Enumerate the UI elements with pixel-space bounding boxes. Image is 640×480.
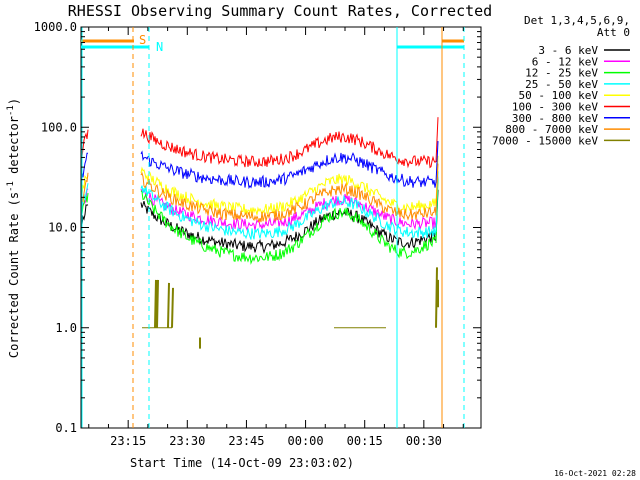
series-300-800-kev [81,141,439,190]
x-tick-label: 00:30 [406,434,442,448]
legend-label: 25 - 50 keV [525,78,598,91]
flag-label-s: S [139,33,146,47]
series-7000-15000-kev [142,267,439,349]
y-tick-label: 0.1 [55,421,77,435]
series-edge-left [81,152,88,178]
legend-label: 6 - 12 keV [532,55,599,68]
chart-title: RHESSI Observing Summary Count Rates, Co… [68,2,492,20]
chart-marks [81,117,439,349]
x-tick-label: 23:15 [110,434,146,448]
series-trace [140,190,437,265]
y-axis-label-sup1: -1 [6,181,16,192]
series-trace [140,171,437,223]
legend-label: 300 - 800 keV [512,112,598,125]
series-trace [140,150,437,190]
legend-label: 50 - 100 keV [519,89,599,102]
y-axis-ticks: 0.1 1.0 10.0 100.0 1000.0 [34,20,481,435]
x-axis-ticks: 23:15 23:30 23:45 00:00 00:15 00:30 [88,27,464,448]
legend-label: 7000 - 15000 keV [492,134,598,147]
series-spikes [154,267,439,349]
y-axis-label-main: Corrected Count Rate (s [7,192,21,358]
x-tick-label: 23:30 [169,434,205,448]
series-edge-left [81,172,89,202]
y-tick-label: 100.0 [41,120,77,134]
series-trace [140,188,437,232]
timestamp: 16-Oct-2021 02:28 [554,469,636,478]
legend-label: 800 - 7000 keV [505,123,598,136]
series-trace [140,185,437,240]
series-800-7000-kev [81,163,439,223]
legend-header-attenuator: Att 0 [597,26,630,39]
series-trace [140,166,437,217]
y-tick-label: 1.0 [55,321,77,335]
series-edge-left [81,204,89,225]
series-edge-right [435,117,439,163]
flag-label-n: N [156,40,163,54]
y-tick-label: 10.0 [48,221,77,235]
y-axis-label-mid: detector [7,116,21,181]
y-axis-label-end: ) [7,98,21,105]
x-tick-label: 00:15 [347,434,383,448]
series-edge-right [435,141,439,183]
legend-label: 12 - 25 keV [525,67,598,80]
legend-header-detectors: Det 1,3,4,5,6,9, [524,14,630,27]
y-axis-label: Corrected Count Rate (s-1 detector-1) [6,98,21,358]
x-axis-label: Start Time (14-Oct-09 23:03:02) [130,456,354,470]
series-edge-right [435,163,439,213]
series-trace [140,128,437,169]
legend-label: 100 - 300 keV [512,101,598,114]
legend-label: 3 - 6 keV [538,44,598,57]
y-tick-label: 1000.0 [34,20,77,34]
x-tick-label: 23:45 [228,434,264,448]
y-axis-label-sup2: -1 [6,105,16,116]
x-tick-label: 00:00 [288,434,324,448]
